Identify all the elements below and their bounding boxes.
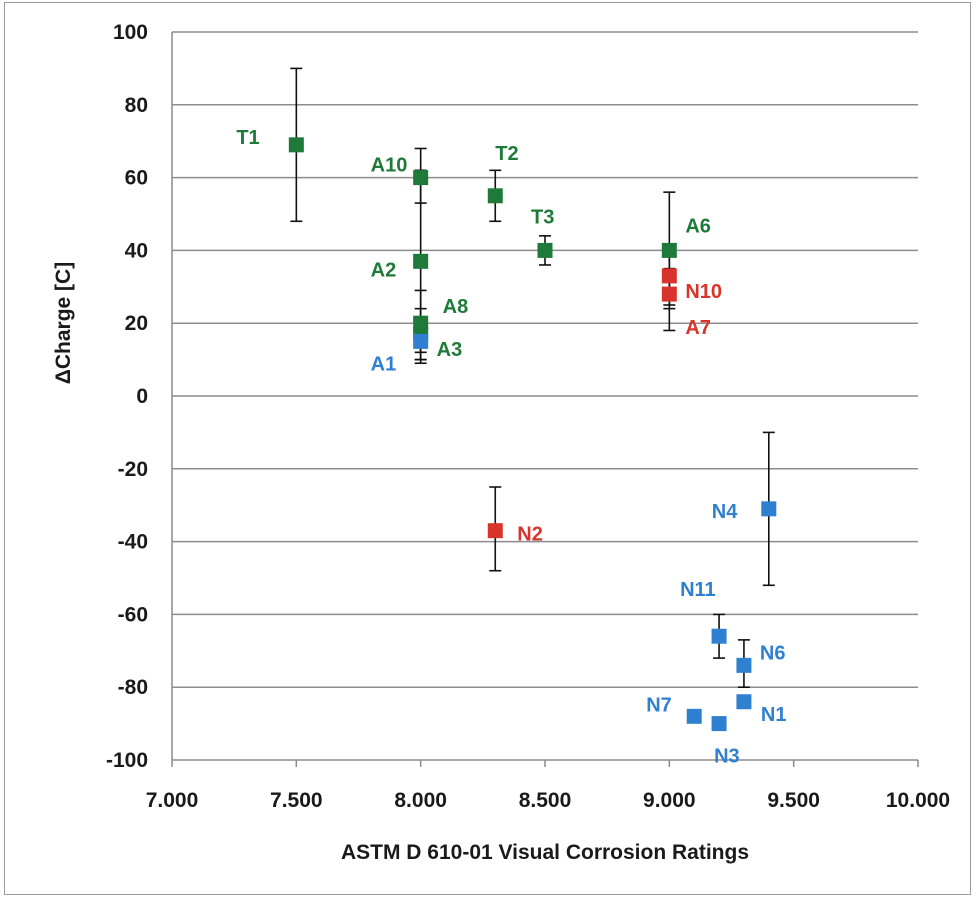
y-tick-label: 0 [136, 385, 148, 408]
y-tick-label: 20 [125, 312, 148, 335]
data-label: A3 [437, 339, 463, 361]
x-tick-label: 9.000 [643, 789, 696, 812]
data-point [661, 268, 677, 284]
data-label: N6 [760, 642, 786, 664]
data-point [761, 501, 777, 517]
data-label: N1 [761, 704, 787, 726]
data-label: T3 [531, 206, 554, 228]
data-label: N10 [685, 281, 722, 303]
data-label: N3 [714, 746, 740, 768]
y-axis-title: ΔCharge [C] [52, 262, 75, 384]
data-point [487, 188, 503, 204]
x-tick-label: 8.000 [394, 789, 447, 812]
data-label: A6 [685, 215, 711, 237]
x-axis-title: ASTM D 610-01 Visual Corrosion Ratings [341, 841, 749, 864]
data-markers [288, 137, 777, 732]
data-point [537, 242, 553, 258]
data-point [661, 242, 677, 258]
y-tick-label: -100 [106, 749, 148, 772]
data-point [736, 657, 752, 673]
data-label: T1 [236, 127, 259, 149]
data-label: T2 [495, 143, 518, 165]
y-tick-label: -80 [118, 676, 148, 699]
y-tick-label: 60 [125, 167, 148, 190]
point-labels: T1 A10 A2 A8 A3 A1 T2 T3 A6 N10 A7 N2 N4 N11 N6 N1 N7 N3 [236, 127, 786, 768]
data-label: N7 [646, 694, 672, 716]
grid-lines [171, 31, 919, 767]
x-tick-label: 7.500 [270, 789, 323, 812]
data-label: A2 [371, 259, 397, 281]
chart-frame [4, 2, 971, 895]
data-point [413, 170, 429, 186]
data-label: A8 [443, 296, 469, 318]
x-tick-label: 10.000 [886, 789, 950, 812]
x-tick-labels: 7.000 7.500 8.000 8.500 9.000 9.500 10.000 [146, 789, 950, 812]
x-tick-label: 9.500 [767, 789, 820, 812]
y-tick-label: 80 [125, 94, 148, 117]
y-tick-label: -20 [118, 458, 148, 481]
data-label: A7 [685, 317, 711, 339]
data-label: N4 [712, 501, 738, 523]
data-point [487, 523, 503, 539]
y-tick-label: 100 [113, 21, 148, 44]
error-bars [290, 67, 775, 729]
y-tick-label: 40 [125, 239, 148, 262]
data-label: N11 [680, 579, 716, 601]
data-label: A1 [371, 353, 397, 375]
y-tick-label: -60 [118, 603, 148, 626]
y-tick-labels: 100 80 60 40 20 0 -20 -40 -60 -80 -100 [106, 21, 148, 772]
data-point [413, 253, 429, 269]
x-tick-label: 8.500 [519, 789, 572, 812]
data-point [736, 694, 752, 710]
data-point [711, 716, 727, 732]
data-point [288, 137, 304, 153]
data-label: N2 [517, 524, 543, 546]
x-tick-label: 7.000 [146, 789, 199, 812]
data-point [413, 333, 429, 349]
data-point [711, 628, 727, 644]
data-point [661, 286, 677, 302]
data-point [686, 708, 702, 724]
y-tick-label: -40 [118, 531, 148, 554]
data-label: A10 [371, 155, 408, 177]
